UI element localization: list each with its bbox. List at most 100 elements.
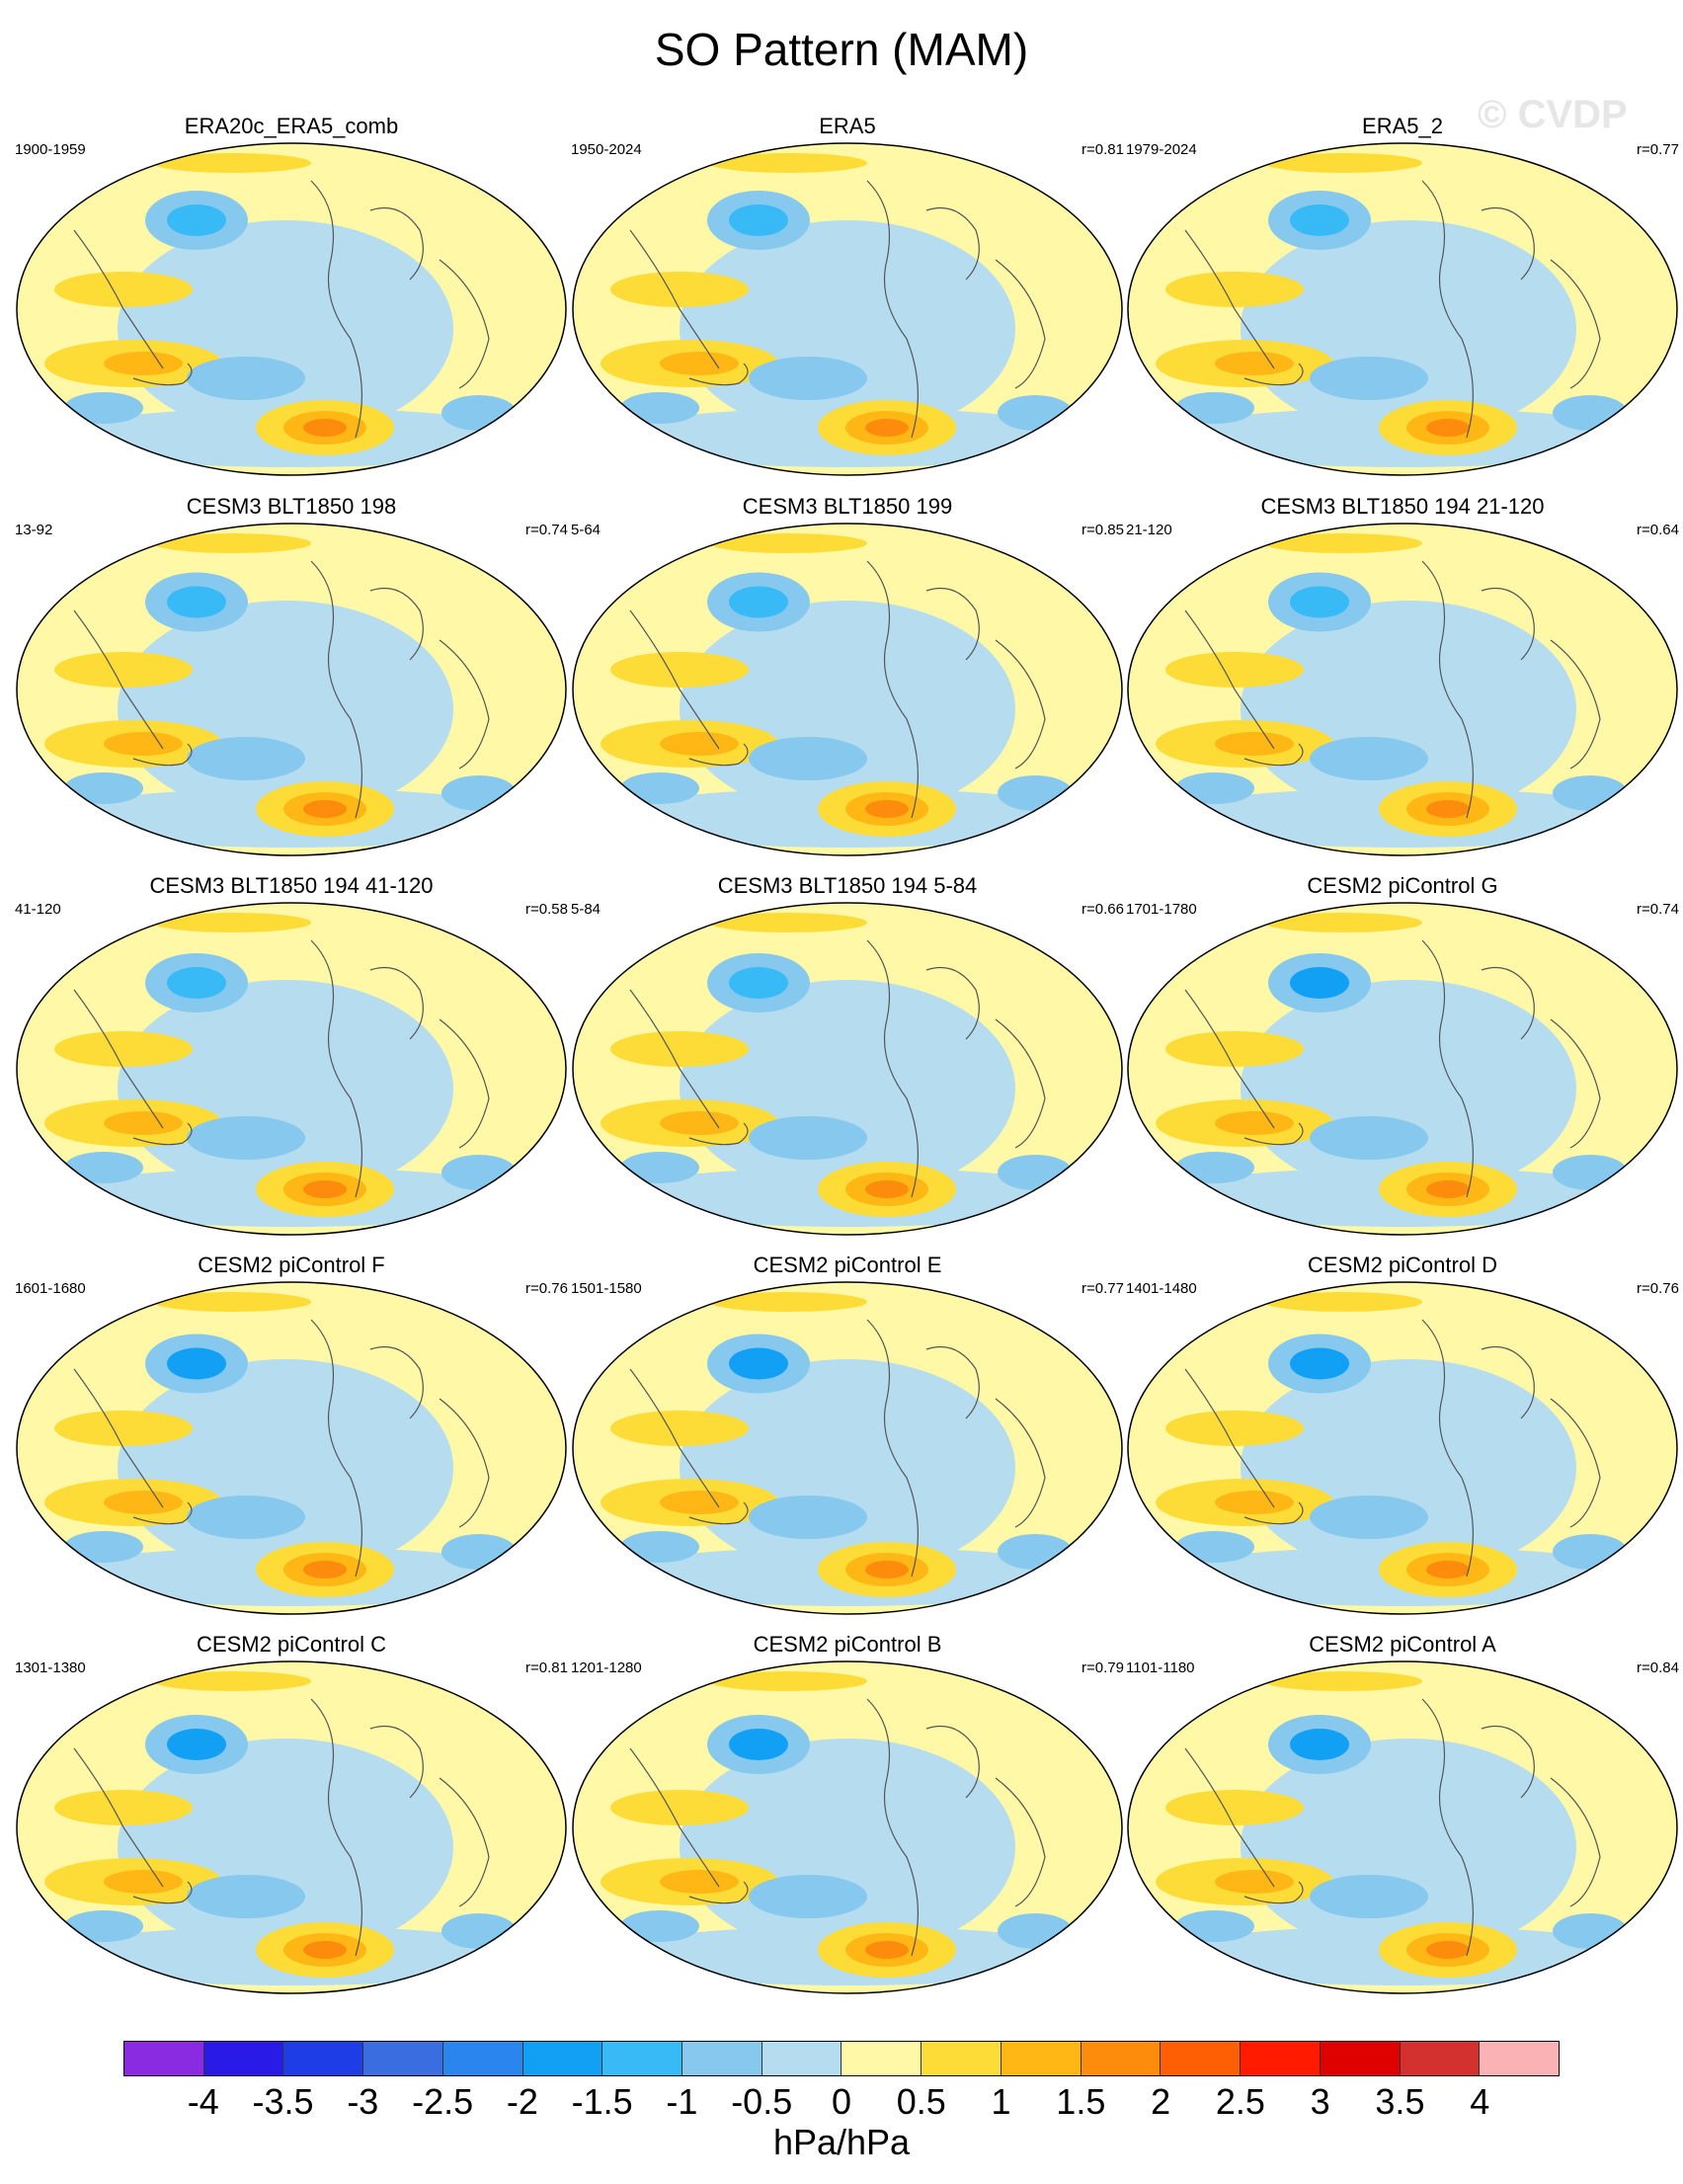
contour-blob — [118, 601, 453, 818]
coastline — [995, 1018, 1046, 1149]
colorbar-tick-label: 3 — [1310, 2081, 1330, 2122]
contour-blob — [64, 1152, 143, 1183]
coastline — [995, 639, 1046, 769]
panel-correlation: r=0.81 — [525, 1659, 568, 1676]
coastline — [688, 743, 749, 767]
map-panel: CESM3 BLT1850 198 13-92 r=0.74 — [15, 494, 568, 859]
contour-blob — [620, 392, 699, 424]
anomaly-field — [573, 143, 1122, 475]
panel-correlation: r=0.74 — [1637, 901, 1679, 918]
contour-blob — [1165, 1411, 1304, 1446]
map-panel: ERA20c_ERA5_comb 1900-1959 — [15, 114, 568, 479]
colorbar-swatch — [602, 2042, 683, 2075]
colorbar-tick-label: -2 — [506, 2081, 538, 2122]
contour-blob — [620, 1531, 699, 1563]
colorbar-swatch — [124, 2042, 204, 2075]
coastline — [629, 989, 720, 1129]
panel-title: CESM2 piControl B — [753, 1632, 942, 1657]
contour-blob — [1310, 1875, 1428, 1918]
panel-period: 13-92 — [15, 522, 53, 538]
anomaly-field — [17, 524, 566, 855]
coastline — [439, 259, 490, 389]
colorbar-tick-label: 0.5 — [896, 2081, 946, 2122]
contour-blob — [1215, 1111, 1294, 1135]
contour-blob — [1241, 1359, 1576, 1577]
coastline — [73, 229, 164, 369]
contour-blob — [729, 967, 788, 999]
map-border — [572, 142, 1123, 476]
colorbar-tick-label: -0.5 — [731, 2081, 793, 2122]
contour-blob — [1290, 1729, 1349, 1760]
panel-correlation: r=0.66 — [1082, 901, 1124, 918]
panel-title: ERA20c_ERA5_comb — [184, 114, 399, 138]
coastline — [1421, 1698, 1475, 1957]
map-border — [1127, 902, 1678, 1236]
coastline — [925, 206, 980, 281]
contour-blob — [167, 967, 226, 999]
contour-blob — [153, 913, 311, 932]
anomaly-field — [1128, 1282, 1677, 1614]
contour-blob — [54, 1790, 193, 1825]
coastline — [1243, 363, 1304, 386]
contour-blob — [303, 800, 347, 818]
colorbar-swatch — [1480, 2042, 1559, 2075]
colorbar-tick-label: -3 — [347, 2081, 379, 2122]
coastline — [73, 989, 164, 1129]
contour-blob — [680, 220, 1015, 438]
coastline — [1421, 1319, 1475, 1577]
map-border — [16, 1660, 567, 1994]
contour-blob — [1426, 1561, 1470, 1578]
contour-blob — [1165, 272, 1304, 307]
contour-blob — [865, 1561, 909, 1578]
panel-correlation: r=0.77 — [1637, 141, 1679, 158]
contour-blob — [1165, 1790, 1304, 1825]
contour-blob — [153, 153, 311, 173]
panel-period: 1501-1580 — [571, 1280, 642, 1297]
coastline — [1243, 743, 1304, 767]
contour-blob — [104, 1111, 183, 1135]
coastline — [73, 609, 164, 750]
panel-correlation: r=0.85 — [1082, 522, 1124, 538]
contour-blob — [610, 272, 749, 307]
colorbar-units: hPa/hPa — [772, 2122, 911, 2162]
coastline — [369, 1345, 424, 1419]
panel-period: 1201-1280 — [571, 1659, 642, 1676]
contour-blob — [303, 419, 347, 437]
colorbar-tick-label: 2.5 — [1215, 2081, 1265, 2122]
contour-blob — [167, 204, 226, 236]
contour-blob — [1426, 800, 1470, 818]
robinson-map — [572, 523, 1123, 856]
contour-blob — [153, 533, 311, 553]
coastline — [1550, 259, 1601, 389]
coastline — [629, 609, 720, 750]
panel-correlation: r=0.76 — [1637, 1280, 1679, 1297]
contour-blob — [1310, 737, 1428, 780]
coastline — [1550, 639, 1601, 769]
panel-title: CESM3 BLT1850 194 5-84 — [717, 873, 978, 898]
panel-period: 1101-1180 — [1126, 1659, 1195, 1676]
contour-blob — [865, 800, 909, 818]
contour-blob — [749, 357, 867, 400]
contour-blob — [1264, 153, 1422, 173]
colorbar-swatch — [283, 2042, 364, 2075]
contour-blob — [1310, 1116, 1428, 1160]
contour-blob — [118, 220, 453, 438]
panel-period: 41-120 — [15, 901, 61, 918]
colorbar-swatch — [1320, 2042, 1401, 2075]
contour-blob — [620, 772, 699, 804]
cvdp-watermark: © CVDP — [1478, 93, 1628, 136]
panel-period: 1701-1780 — [1126, 901, 1197, 918]
contour-blob — [303, 1941, 347, 1959]
contour-blob — [749, 1116, 867, 1160]
contour-blob — [54, 1031, 193, 1067]
colorbar-tick-label: 3.5 — [1375, 2081, 1425, 2122]
anomaly-field — [573, 524, 1122, 855]
coastline — [132, 1122, 193, 1146]
coastline — [1184, 989, 1275, 1129]
contour-blob — [1290, 1347, 1349, 1380]
robinson-map — [1127, 902, 1678, 1236]
panel-title: CESM2 piControl E — [753, 1253, 942, 1277]
robinson-map — [16, 902, 567, 1236]
panel-correlation: r=0.76 — [525, 1280, 568, 1297]
map-border — [1127, 1660, 1678, 1994]
